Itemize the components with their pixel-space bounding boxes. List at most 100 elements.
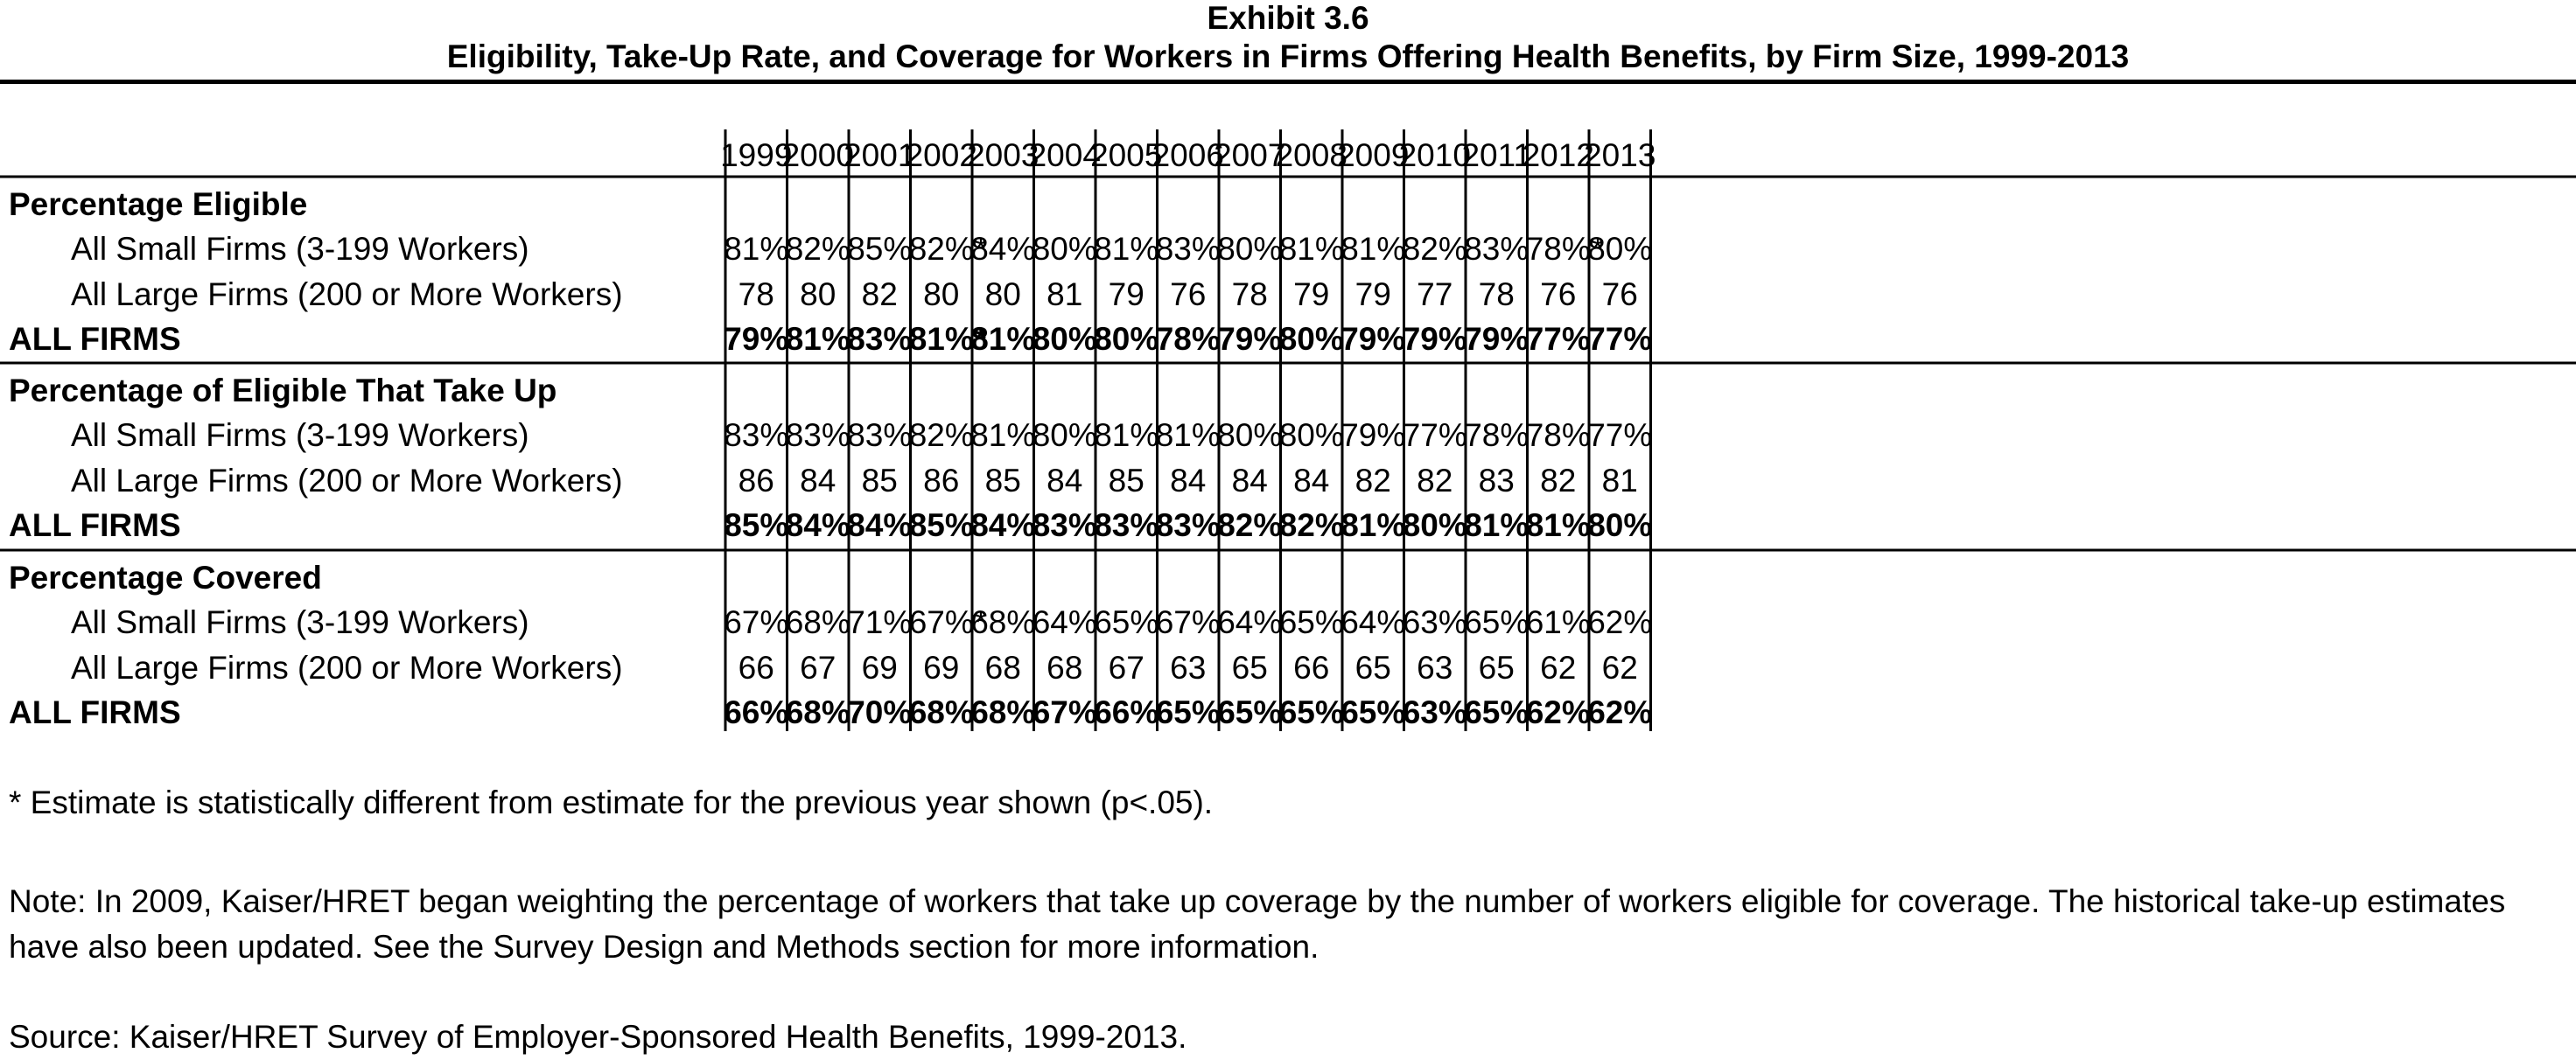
table-cell: 83: [1479, 463, 1515, 499]
table-cell: 62%: [1587, 694, 1652, 730]
table-cell: 83%: [724, 417, 788, 453]
table-cell: 81%: [1340, 231, 1405, 267]
table-cell: 80: [923, 276, 959, 312]
table-cell: 81%: [970, 417, 1035, 453]
table-cell: 62: [1540, 650, 1576, 686]
table-cell: 85%: [724, 507, 788, 543]
table-cell: 78%: [1526, 417, 1591, 453]
table-cell: 79: [1109, 276, 1144, 312]
exhibit-title: Exhibit 3.6: [1207, 0, 1369, 36]
table-cell: 76: [1540, 276, 1576, 312]
table-cell: 76: [1602, 276, 1638, 312]
table-cell: 82%: [786, 231, 850, 267]
table-cell: 77%: [1587, 321, 1652, 357]
table-cell: 79%: [1340, 321, 1405, 357]
table-cell: 83%: [847, 417, 912, 453]
table-cell: 78%: [1156, 321, 1221, 357]
table-cell: 63%: [1403, 604, 1467, 640]
table-cell: 82: [862, 276, 898, 312]
table-cell: 80%: [1032, 321, 1097, 357]
table-cell: 63: [1170, 650, 1206, 686]
table-cell: 80%: [1587, 231, 1652, 267]
table-cell: 78%: [1464, 417, 1529, 453]
year-header: 2006: [1152, 137, 1224, 173]
asterisk-footnote: * Estimate is statistically different fr…: [9, 785, 1214, 820]
significance-asterisk: *: [975, 231, 987, 267]
year-header: 2008: [1276, 137, 1348, 173]
table-cell: 71%: [847, 604, 912, 640]
table-cell: 68%: [970, 604, 1035, 640]
table-cell: 82%: [1279, 507, 1344, 543]
year-header: 2002: [906, 137, 977, 173]
table-cell: 83%: [1464, 231, 1529, 267]
table-cell: 80%: [1217, 417, 1282, 453]
table-cell: 80%: [1587, 507, 1652, 543]
table-cell: 77: [1417, 276, 1452, 312]
table-cell: 67: [1109, 650, 1144, 686]
table-cell: 82%: [909, 231, 974, 267]
table-cell: 81%: [1340, 507, 1405, 543]
table-cell: 67%: [1156, 604, 1221, 640]
table-cell: 81%: [786, 321, 850, 357]
table-cell: 82%: [1403, 231, 1467, 267]
table-cell: 70%: [847, 694, 912, 730]
table-cell: 85%: [909, 507, 974, 543]
table-cell: 81: [1046, 276, 1082, 312]
row-label: All Small Firms (3-199 Workers): [71, 604, 529, 640]
year-header: 2009: [1337, 137, 1409, 173]
table-cell: 85: [862, 463, 898, 499]
table-cell: 83%: [847, 321, 912, 357]
table-cell: 83%: [1032, 507, 1097, 543]
table-cell: 77%: [1526, 321, 1591, 357]
table-cell: 84: [1293, 463, 1329, 499]
table-cell: 83%: [1094, 507, 1158, 543]
table-cell: 82%: [1217, 507, 1282, 543]
table-cell: 84: [800, 463, 836, 499]
table-cell: 80%: [1279, 321, 1344, 357]
row-label: All Large Firms (200 or More Workers): [71, 463, 623, 499]
row-label: All Large Firms (200 or More Workers): [71, 276, 623, 312]
table-cell: 81%: [1094, 417, 1158, 453]
table-cell: 78: [1232, 276, 1268, 312]
year-header: 1999: [720, 137, 792, 173]
table-cell: 65%: [1279, 694, 1344, 730]
table-cell: 68%: [786, 694, 850, 730]
row-label: All Large Firms (200 or More Workers): [71, 650, 623, 686]
table-cell: 79: [1355, 276, 1391, 312]
table-cell: 79: [1293, 276, 1329, 312]
table-cell: 68: [985, 650, 1021, 686]
all-firms-label: ALL FIRMS: [9, 507, 181, 543]
table-cell: 78: [738, 276, 774, 312]
section-heading: Percentage Covered: [9, 560, 322, 596]
table-cell: 65: [1479, 650, 1515, 686]
table-cell: 67%: [909, 604, 974, 640]
table-cell: 69: [923, 650, 959, 686]
table-cell: 82: [1417, 463, 1452, 499]
table-cell: 65%: [1340, 694, 1405, 730]
table-cell: 80: [985, 276, 1021, 312]
table-cell: 64%: [1340, 604, 1405, 640]
table-cell: 81%: [1526, 507, 1591, 543]
year-header: 2003: [967, 137, 1039, 173]
table-cell: 85%: [847, 231, 912, 267]
table-cell: 61%: [1526, 604, 1591, 640]
table-cell: 80: [800, 276, 836, 312]
table-cell: 79%: [1403, 321, 1467, 357]
table-cell: 65%: [1464, 694, 1529, 730]
table-cell: 81%: [1094, 231, 1158, 267]
row-label: All Small Firms (3-199 Workers): [71, 417, 529, 453]
table-cell: 68%: [786, 604, 850, 640]
table-cell: 64%: [1032, 604, 1097, 640]
all-firms-label: ALL FIRMS: [9, 694, 181, 730]
table-cell: 62: [1602, 650, 1638, 686]
table-cell: 86: [923, 463, 959, 499]
significance-asterisk: *: [975, 321, 988, 357]
table-cell: 86: [738, 463, 774, 499]
table-cell: 65%: [1279, 604, 1344, 640]
year-header: 2012: [1522, 137, 1594, 173]
year-header: 2007: [1214, 137, 1285, 173]
year-header: 2000: [782, 137, 854, 173]
table-cell: 66: [1293, 650, 1329, 686]
table-cell: 66%: [724, 694, 788, 730]
table-cell: 65%: [1094, 604, 1158, 640]
